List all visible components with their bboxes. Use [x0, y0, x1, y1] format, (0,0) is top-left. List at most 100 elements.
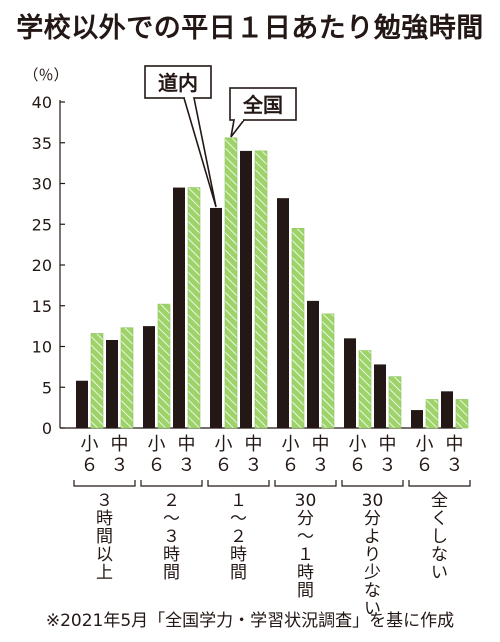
category-label-char: 全	[431, 491, 448, 511]
grade-label-bottom: ３	[312, 455, 330, 476]
bar-chu3-dounai	[106, 339, 118, 428]
bar-shou6-dounai	[76, 380, 88, 428]
grade-label-bottom: ６	[215, 455, 233, 476]
bar-shou6-dounai	[143, 326, 155, 428]
category-bracket	[341, 480, 404, 487]
bar-shou6-zenkoku	[291, 228, 305, 429]
category-label-char: い	[364, 599, 381, 619]
y-tick-label: 35	[32, 134, 52, 153]
grade-label-top: 小	[349, 434, 367, 455]
category-label-char: 30	[362, 491, 384, 511]
y-tick-label: 0	[42, 419, 52, 438]
category-label-char: 時	[297, 563, 314, 583]
y-axis-unit: （％）	[23, 66, 68, 84]
grade-label-bottom: ６	[81, 455, 99, 476]
category-label-char: 間	[230, 563, 247, 583]
category-label-char: 分	[364, 509, 381, 529]
grade-label-top: 中	[379, 434, 397, 455]
category-label-char: く	[431, 509, 448, 529]
category-label-char: 少	[364, 563, 381, 583]
grade-label-bottom: ３	[245, 455, 263, 476]
category-bracket	[207, 480, 270, 487]
bar-chu3-zenkoku	[254, 150, 268, 429]
y-tick-label: 25	[32, 215, 52, 234]
grade-label-top: 小	[148, 434, 166, 455]
bar-shou6-dounai	[411, 410, 423, 428]
category-bracket	[408, 480, 471, 487]
bar-shou6-zenkoku	[358, 350, 372, 429]
bar-chu3-dounai	[240, 150, 252, 428]
bar-shou6-zenkoku	[224, 137, 238, 429]
grade-label-top: 中	[446, 434, 464, 455]
bar-shou6-dounai	[277, 198, 289, 428]
category-label-char: ２	[163, 491, 180, 511]
bar-chu3-zenkoku	[187, 187, 201, 429]
y-tick-label: 20	[32, 256, 52, 275]
grade-label-bottom: ３	[111, 455, 129, 476]
category-label-char: な	[364, 581, 381, 601]
grade-label-top: 中	[178, 434, 196, 455]
category-label-char: 時	[163, 545, 180, 565]
bar-chu3-dounai	[374, 364, 386, 428]
category-label-char: 30	[295, 491, 317, 511]
category-label-char: ３	[163, 527, 180, 547]
category-label-char: 分	[297, 509, 314, 529]
bar-shou6-zenkoku	[90, 333, 104, 429]
grade-label-top: 中	[111, 434, 129, 455]
bar-chu3-zenkoku	[321, 313, 335, 429]
category-label-char: 間	[297, 581, 314, 601]
grade-label-top: 中	[312, 434, 330, 455]
callout-pointer	[230, 119, 245, 138]
grade-label-bottom: ６	[416, 455, 434, 476]
footnote: ※2021年5月「全国学力・学習状況調査」を基に作成	[45, 611, 455, 631]
category-label-char: よ	[364, 527, 381, 547]
grade-label-bottom: ６	[349, 455, 367, 476]
category-label-char: し	[431, 527, 448, 547]
category-bracket	[274, 480, 337, 487]
y-tick-label: 5	[42, 378, 52, 397]
grade-label-bottom: ６	[282, 455, 300, 476]
y-tick-label: 40	[32, 93, 52, 112]
category-label-char: な	[431, 545, 448, 565]
bar-shou6-zenkoku	[157, 303, 171, 429]
category-label-char: 間	[96, 527, 113, 547]
category-bracket	[140, 480, 203, 487]
category-label-char: ２	[230, 527, 247, 547]
grade-label-bottom: ３	[379, 455, 397, 476]
category-bracket	[73, 480, 136, 487]
category-label-char: ～	[163, 509, 180, 529]
bar-shou6-zenkoku	[425, 399, 439, 429]
category-label-char: い	[431, 563, 448, 583]
category-label-char: 上	[96, 563, 113, 583]
category-label-char: 間	[163, 563, 180, 583]
chart-title: 学校以外での平日１日あたり勉強時間	[16, 13, 484, 44]
category-label-char: ３	[96, 491, 113, 511]
category-label-char: １	[297, 545, 314, 565]
category-label-char: 時	[96, 509, 113, 529]
callout-label-dounai: 道内	[158, 71, 198, 95]
y-tick-label: 30	[32, 175, 52, 194]
bar-chu3-dounai	[173, 187, 185, 428]
bar-chu3-dounai	[307, 300, 319, 428]
bar-chu3-zenkoku	[388, 376, 402, 429]
chart-plot-area: 0510152025303540（％）小６中３小６中３小６中３小６中３小６中３小…	[23, 65, 471, 619]
category-label-char: 時	[230, 545, 247, 565]
category-label-char: ～	[297, 527, 314, 547]
bar-chu3-zenkoku	[120, 327, 134, 429]
y-tick-label: 10	[32, 338, 52, 357]
callout-pointer	[183, 97, 217, 208]
bar-shou6-dounai	[344, 338, 356, 428]
bar-chu3-dounai	[441, 391, 453, 428]
grade-label-top: 小	[81, 434, 99, 455]
y-tick-label: 15	[32, 297, 52, 316]
category-label-char: ～	[230, 509, 247, 529]
grade-label-top: 小	[215, 434, 233, 455]
category-label-char: り	[364, 545, 381, 565]
callout-label-zenkoku: 全国	[242, 93, 283, 117]
callout-box	[229, 87, 297, 121]
bar-chu3-zenkoku	[455, 399, 469, 429]
grade-label-bottom: ３	[446, 455, 464, 476]
bar-shou6-dounai	[210, 207, 222, 428]
category-label-char: １	[230, 491, 247, 511]
category-label-char: 以	[96, 545, 113, 565]
